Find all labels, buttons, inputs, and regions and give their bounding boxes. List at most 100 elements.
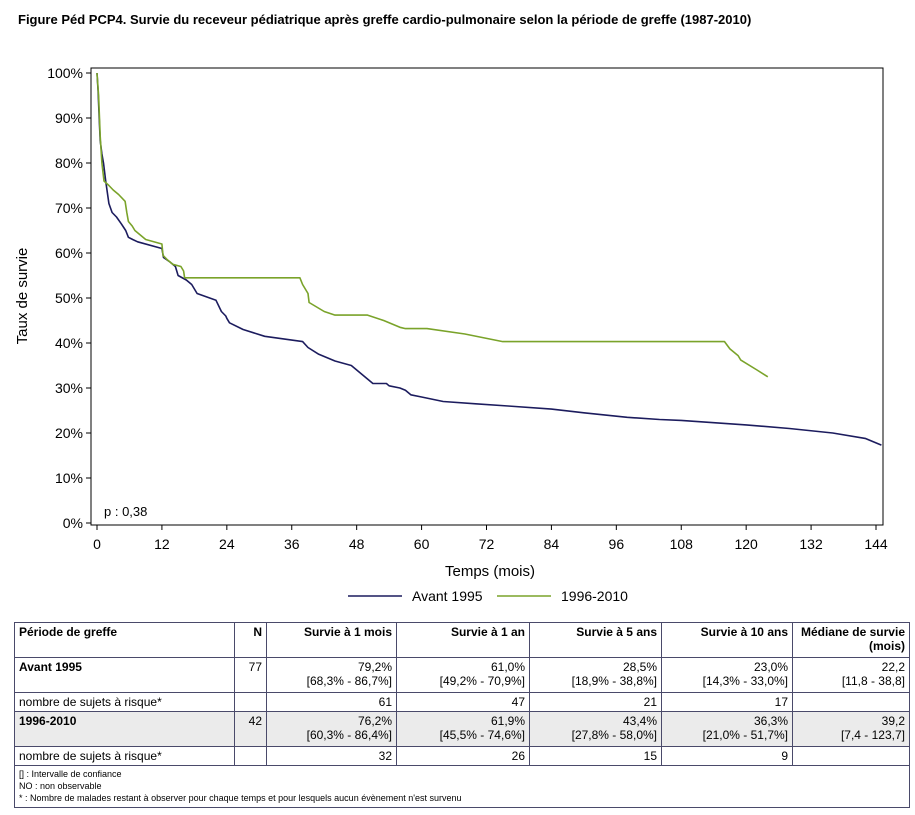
median-value: 39,2 [881, 714, 905, 728]
confidence-interval: [18,9% - 38,8%] [571, 674, 657, 688]
header-n: N [234, 622, 267, 658]
x-axis: 0 12 24 36 48 60 72 84 96 108 120 132 144 [93, 525, 888, 552]
x-tick-label: 120 [734, 536, 758, 552]
cell: 61,9% [45,5% - 74,6%] [396, 711, 530, 747]
group-n: 77 [234, 657, 267, 693]
cell: 43,4% [27,8% - 58,0%] [529, 711, 662, 747]
cell: 23,0% [14,3% - 33,0%] [661, 657, 793, 693]
group-n: 42 [234, 711, 267, 747]
x-tick-label: 36 [284, 536, 300, 552]
y-tick-label: 40% [55, 335, 83, 351]
y-tick-label: 100% [47, 65, 83, 81]
y-tick-label: 80% [55, 155, 83, 171]
header-1-month: Survie à 1 mois [266, 622, 397, 658]
legend-label-series-1: Avant 1995 [412, 588, 483, 604]
survival-value: 23,0% [753, 660, 788, 674]
header-period: Période de greffe [14, 622, 235, 658]
risk-count: 21 [529, 692, 662, 712]
y-tick-label: 10% [55, 470, 83, 486]
cell: 39,2 [7,4 - 123,7] [792, 711, 910, 747]
cell: 28,5% [18,9% - 38,8%] [529, 657, 662, 693]
header-10-years: Survie à 10 ans [661, 622, 793, 658]
group-label: 1996-2010 [14, 711, 235, 747]
x-tick-label: 0 [93, 536, 101, 552]
header-5-years: Survie à 5 ans [529, 622, 662, 658]
x-tick-label: 24 [219, 536, 235, 552]
x-tick-label: 132 [799, 536, 823, 552]
risk-count [792, 746, 910, 766]
note-confidence-interval: [] : Intervalle de confiance [19, 769, 122, 779]
risk-label: nombre de sujets à risque* [14, 746, 235, 766]
confidence-interval: [14,3% - 33,0%] [702, 674, 788, 688]
cell: 36,3% [21,0% - 51,7%] [661, 711, 793, 747]
survival-value: 28,5% [622, 660, 657, 674]
survival-value: 61,0% [490, 660, 525, 674]
y-tick-label: 70% [55, 200, 83, 216]
x-axis-label: Temps (mois) [445, 563, 535, 580]
table-notes-row: [] : Intervalle de confiance NO : non ob… [14, 765, 910, 808]
table-row: nombre de sujets à risque* 32 26 15 9 [14, 746, 910, 766]
y-axis: 0% 10% 20% 30% 40% 50% 60% 70% 80% 90% 100% [47, 65, 91, 531]
risk-count: 32 [266, 746, 397, 766]
table-notes: [] : Intervalle de confiance NO : non ob… [14, 765, 910, 808]
x-tick-label: 48 [349, 536, 365, 552]
confidence-interval: [27,8% - 58,0%] [571, 728, 657, 742]
y-tick-label: 30% [55, 380, 83, 396]
cell: 76,2% [60,3% - 86,4%] [266, 711, 397, 747]
table-row: 1996-2010 42 76,2% [60,3% - 86,4%] 61,9%[… [14, 711, 910, 747]
risk-count: 61 [266, 692, 397, 712]
y-axis-label: Taux de survie [14, 248, 31, 345]
median-value: 22,2 [881, 660, 905, 674]
risk-count: 17 [661, 692, 793, 712]
y-tick-label: 50% [55, 290, 83, 306]
figure-title: Figure Péd PCP4. Survie du receveur pédi… [18, 12, 752, 27]
series-line-2 [96, 72, 769, 378]
plot-frame [90, 67, 884, 526]
survival-value: 79,2% [357, 660, 392, 674]
note-subjects-at-risk: * : Nombre de malades restant à observer… [19, 793, 462, 803]
cell: 61,0% [49,2% - 70,9%] [396, 657, 530, 693]
confidence-interval: [45,5% - 74,6%] [439, 728, 525, 742]
x-tick-label: 60 [414, 536, 430, 552]
header-median: Médiane de survie (mois) [792, 622, 910, 658]
cell [234, 746, 267, 766]
x-tick-label: 72 [479, 536, 495, 552]
risk-count: 9 [661, 746, 793, 766]
confidence-interval: [7,4 - 123,7] [840, 728, 905, 742]
confidence-interval: [49,2% - 70,9%] [439, 674, 525, 688]
x-tick-label: 108 [670, 536, 694, 552]
table-header-row: Période de greffe N Survie à 1 mois Surv… [14, 622, 910, 658]
survival-value: 61,9% [490, 714, 525, 728]
note-non-observable: NO : non observable [19, 781, 102, 791]
cell [234, 692, 267, 712]
y-tick-label: 0% [63, 515, 83, 531]
table-row: Avant 1995 77 79,2% [68,3% - 86,7%] 61,0%… [14, 657, 910, 693]
series-line-1 [96, 72, 882, 446]
header-1-year: Survie à 1 an [396, 622, 530, 658]
x-tick-label: 12 [154, 536, 170, 552]
risk-count: 26 [396, 746, 530, 766]
series-lines [96, 72, 882, 446]
y-tick-label: 60% [55, 245, 83, 261]
x-tick-label: 84 [544, 536, 560, 552]
survival-value: 43,4% [622, 714, 657, 728]
survival-chart: 0% 10% 20% 30% 40% 50% 60% 70% 80% 90% 100% 0 12 24 3… [14, 65, 888, 604]
survival-value: 76,2% [357, 714, 392, 728]
survival-value: 36,3% [753, 714, 788, 728]
confidence-interval: [21,0% - 51,7%] [702, 728, 788, 742]
y-tick-label: 90% [55, 110, 83, 126]
group-label: Avant 1995 [14, 657, 235, 693]
survival-table: Période de greffe N Survie à 1 mois Surv… [14, 622, 910, 808]
risk-count: 15 [529, 746, 662, 766]
y-tick-label: 20% [55, 425, 83, 441]
table-row: nombre de sujets à risque* 61 47 21 17 [14, 692, 910, 712]
risk-count: 47 [396, 692, 530, 712]
legend-label-series-2: 1996-2010 [561, 588, 628, 604]
p-value-annotation: p : 0,38 [104, 504, 147, 519]
cell: 79,2% [68,3% - 86,7%] [266, 657, 397, 693]
confidence-interval: [60,3% - 86,4%] [306, 728, 392, 742]
x-tick-label: 144 [864, 536, 888, 552]
confidence-interval: [68,3% - 86,7%] [306, 674, 392, 688]
confidence-interval: [11,8 - 38,8] [841, 674, 905, 688]
risk-count [792, 692, 910, 712]
